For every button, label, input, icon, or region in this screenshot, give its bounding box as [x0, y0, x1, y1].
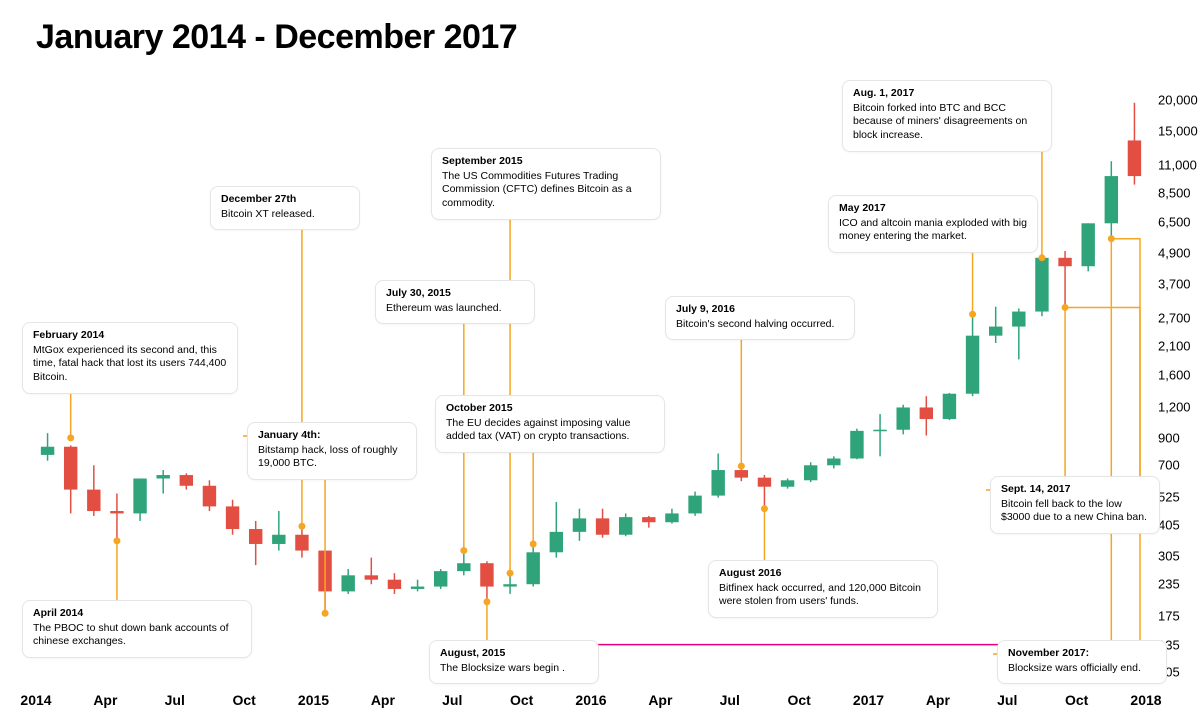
- annotation-title: Sept. 14, 2017: [1001, 483, 1149, 497]
- annotation-title: November 2017:: [1008, 647, 1156, 661]
- x-tick-label: Apr: [926, 692, 950, 708]
- annotation-box: August 2016Bitfinex hack occurred, and 1…: [708, 560, 938, 618]
- annotation-text: Bitfinex hack occurred, and 120,000 Bitc…: [719, 582, 921, 608]
- annotation-title: February 2014: [33, 329, 227, 343]
- annotation-box: April 2014The PBOC to shut down bank acc…: [22, 600, 252, 658]
- y-tick-label: 4,900: [1158, 246, 1191, 261]
- x-tick-label: 2017: [853, 692, 884, 708]
- annotation-box: November 2017:Blocksize wars officially …: [997, 640, 1167, 684]
- y-tick-label: 1,200: [1158, 399, 1191, 414]
- x-tick-label: Oct: [1065, 692, 1088, 708]
- x-tick-label: 2018: [1130, 692, 1161, 708]
- annotation-box: May 2017ICO and altcoin mania exploded w…: [828, 195, 1038, 253]
- y-tick-label: 11,000: [1158, 158, 1197, 173]
- y-tick-label: 2,100: [1158, 338, 1191, 353]
- annotation-text: The PBOC to shut down bank accounts of c…: [33, 622, 229, 648]
- annotation-title: July 30, 2015: [386, 287, 524, 301]
- y-tick-label: 15,000: [1158, 124, 1198, 139]
- y-tick-label: 20,000: [1158, 93, 1198, 108]
- x-tick-label: 2015: [298, 692, 329, 708]
- y-tick-label: 900: [1158, 430, 1180, 445]
- y-tick-label: 525: [1158, 489, 1180, 504]
- annotation-title: January 4th:: [258, 429, 406, 443]
- x-tick-label: Jul: [720, 692, 740, 708]
- annotation-title: April 2014: [33, 607, 241, 621]
- annotation-box: February 2014MtGox experienced its secon…: [22, 322, 238, 394]
- annotation-title: May 2017: [839, 202, 1027, 216]
- x-tick-label: Apr: [648, 692, 672, 708]
- y-tick-label: 2,700: [1158, 311, 1191, 326]
- annotation-box: July 9, 2016Bitcoin's second halving occ…: [665, 296, 855, 340]
- y-tick-label: 700: [1158, 458, 1180, 473]
- annotation-text: MtGox experienced its second and, this t…: [33, 344, 226, 383]
- x-tick-label: Oct: [787, 692, 810, 708]
- x-tick-label: Oct: [232, 692, 255, 708]
- y-tick-label: 3,700: [1158, 276, 1191, 291]
- y-tick-label: 6,500: [1158, 215, 1191, 230]
- annotation-text: The US Commodities Futures Trading Commi…: [442, 170, 632, 209]
- annotation-title: August, 2015: [440, 647, 588, 661]
- annotation-text: The EU decides against imposing value ad…: [446, 417, 630, 443]
- x-tick-label: Jul: [997, 692, 1017, 708]
- annotation-title: July 9, 2016: [676, 303, 844, 317]
- annotation-box: September 2015The US Commodities Futures…: [431, 148, 661, 220]
- annotation-box: July 30, 2015Ethereum was launched.: [375, 280, 535, 324]
- y-tick-label: 235: [1158, 577, 1180, 592]
- annotation-text: Bitcoin fell back to the low $3000 due t…: [1001, 498, 1147, 524]
- annotation-box: August, 2015The Blocksize wars begin .: [429, 640, 599, 684]
- x-tick-label: Jul: [442, 692, 462, 708]
- y-tick-label: 305: [1158, 548, 1180, 563]
- annotation-text: Bitcoin's second halving occurred.: [676, 318, 834, 330]
- annotation-box: December 27thBitcoin XT released.: [210, 186, 360, 230]
- annotation-title: December 27th: [221, 193, 349, 207]
- y-tick-label: 175: [1158, 609, 1180, 624]
- annotation-text: The Blocksize wars begin .: [440, 662, 565, 674]
- x-tick-label: 2014: [20, 692, 51, 708]
- annotation-box: Sept. 14, 2017Bitcoin fell back to the l…: [990, 476, 1160, 534]
- x-tick-label: Jul: [165, 692, 185, 708]
- annotation-text: Ethereum was launched.: [386, 302, 502, 314]
- annotation-title: October 2015: [446, 402, 654, 416]
- x-tick-label: Apr: [371, 692, 395, 708]
- annotation-text: Bitcoin XT released.: [221, 208, 315, 220]
- annotation-text: ICO and altcoin mania exploded with big …: [839, 217, 1027, 243]
- annotation-text: Bitcoin forked into BTC and BCC because …: [853, 102, 1027, 141]
- x-tick-label: 2016: [575, 692, 606, 708]
- y-tick-label: 8,500: [1158, 186, 1191, 201]
- y-tick-label: 1,600: [1158, 368, 1191, 383]
- annotation-title: August 2016: [719, 567, 927, 581]
- annotation-box: January 4th:Bitstamp hack, loss of rough…: [247, 422, 417, 480]
- annotation-text: Blocksize wars officially end.: [1008, 662, 1141, 674]
- annotation-title: Aug. 1, 2017: [853, 87, 1041, 101]
- x-tick-label: Oct: [510, 692, 533, 708]
- annotation-text: Bitstamp hack, loss of roughly 19,000 BT…: [258, 444, 397, 470]
- annotation-title: September 2015: [442, 155, 650, 169]
- x-tick-label: Apr: [93, 692, 117, 708]
- annotation-box: Aug. 1, 2017Bitcoin forked into BTC and …: [842, 80, 1052, 152]
- annotation-box: October 2015The EU decides against impos…: [435, 395, 665, 453]
- y-tick-label: 405: [1158, 517, 1180, 532]
